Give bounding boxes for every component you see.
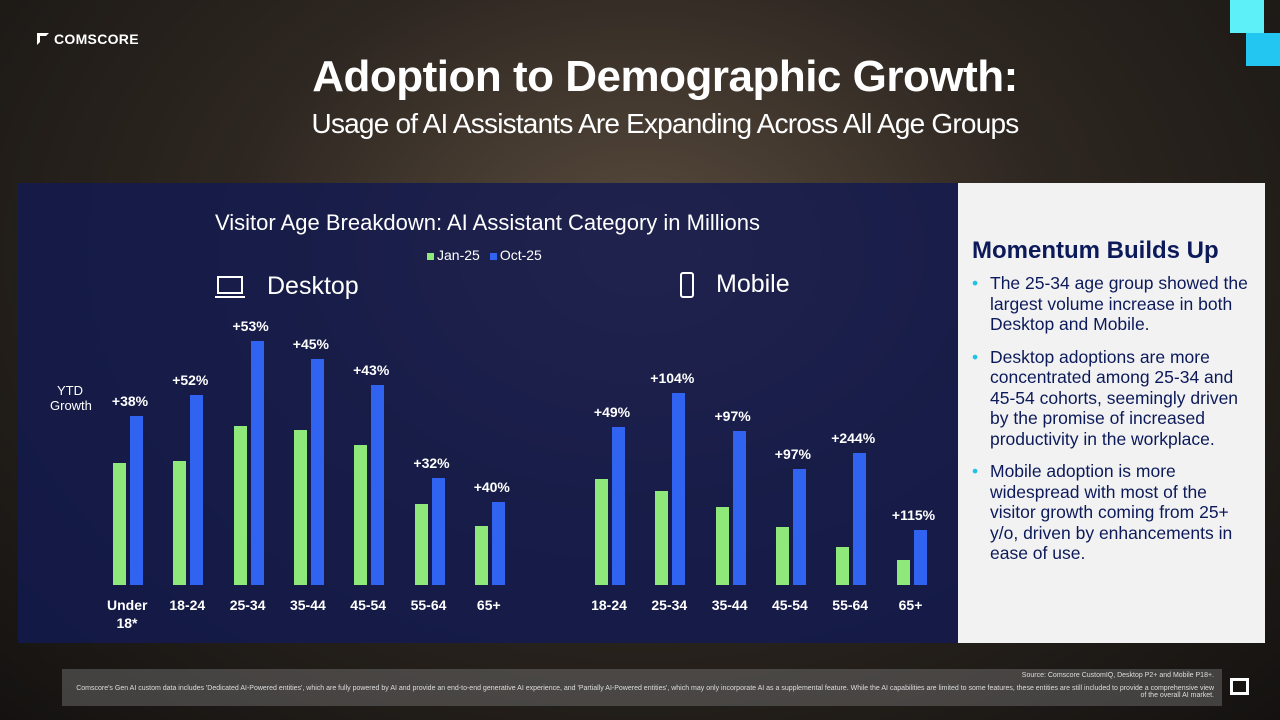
bar-oct-25-65+	[491, 502, 505, 585]
growth-label: +32%	[413, 455, 450, 471]
growth-label: +40%	[473, 479, 510, 495]
bar-jan-25-35-44	[715, 507, 729, 585]
bar-jan-25-Under 18*	[113, 463, 126, 585]
chart-title: Visitor Age Breakdown: AI Assistant Cate…	[215, 210, 760, 235]
growth-label: +97%	[714, 408, 751, 424]
growth-label: +115%	[891, 507, 936, 523]
growth-label: +53%	[232, 318, 269, 334]
category-label: 25-34	[651, 597, 688, 613]
logo-mark-icon	[37, 33, 49, 45]
bar-jan-25-25-34	[233, 426, 247, 585]
footer: Source: Comscore CustomIQ, Desktop P2+ a…	[62, 669, 1222, 706]
bar-jan-25-25-34	[655, 491, 669, 585]
bar-jan-25-18-24	[173, 461, 187, 585]
category-label: 45-54	[771, 597, 808, 613]
bar-jan-25-65+	[474, 526, 488, 585]
bar-oct-25-18-24	[612, 427, 625, 585]
growth-label: +49%	[593, 404, 631, 420]
legend-jan: Jan-25	[427, 247, 480, 263]
mobile-header: Mobile	[680, 270, 790, 299]
category-label: 65+	[476, 597, 501, 613]
growth-label: +104%	[650, 370, 695, 386]
bar-jan-25-35-44	[293, 430, 307, 585]
bar-oct-25-25-34	[672, 393, 686, 585]
category-label: 55-64	[832, 597, 869, 613]
bar-oct-25-65+	[913, 530, 927, 585]
bar-oct-25-Under 18*	[130, 416, 143, 585]
bar-jan-25-45-54	[775, 527, 789, 585]
insight-bullet: The 25-34 age group showed the largest v…	[972, 273, 1251, 335]
y-axis-label: YTD Growth	[50, 383, 92, 413]
brand-name: COMSCORE	[54, 31, 139, 47]
category-label: 18-24	[169, 597, 206, 613]
corner-square-icon	[1230, 678, 1249, 695]
bar-jan-25-65+	[896, 560, 910, 585]
bar-jan-25-18-24	[595, 479, 608, 585]
insight-bullet: Mobile adoption is more widespread with …	[972, 461, 1251, 564]
growth-label: +52%	[172, 372, 209, 388]
category-label: 35-44	[711, 597, 748, 613]
source-note: Source: Comscore CustomIQ, Desktop P2+ a…	[1021, 672, 1214, 679]
bar-oct-25-55-64	[431, 478, 445, 585]
bar-oct-25-55-64	[853, 453, 867, 585]
category-label: Under 18*	[107, 597, 148, 631]
insights-heading: Momentum Builds Up	[972, 237, 1219, 264]
category-label: 18-24	[591, 597, 627, 613]
legend-oct: Oct-25	[489, 247, 542, 263]
phone-icon	[680, 271, 694, 298]
bar-jan-25-55-64	[414, 504, 428, 585]
growth-label: +45%	[292, 336, 329, 352]
desktop-header: Desktop	[215, 272, 359, 301]
disclaimer: Comscore's Gen AI custom data includes '…	[76, 685, 1214, 699]
category-label: 65+	[898, 597, 923, 613]
bar-oct-25-35-44	[310, 359, 324, 585]
category-label: 55-64	[410, 597, 447, 613]
bar-jan-25-45-54	[354, 445, 368, 585]
bar-jan-25-55-64	[836, 547, 850, 585]
bar-oct-25-25-34	[250, 341, 264, 585]
category-label: 45-54	[350, 597, 387, 613]
insight-bullet: Desktop adoptions are more concentrated …	[972, 347, 1251, 450]
comscore-logo: COMSCORE	[37, 31, 139, 47]
bar-oct-25-18-24	[190, 395, 204, 585]
bar-oct-25-35-44	[732, 431, 746, 585]
category-label: 35-44	[289, 597, 326, 613]
insights-panel: Momentum Builds Up The 25-34 age group s…	[958, 183, 1265, 643]
category-label: 25-34	[229, 597, 266, 613]
legend: Jan-25 Oct-25	[427, 247, 542, 263]
growth-label: +38%	[111, 393, 149, 409]
bar-oct-25-45-54	[371, 385, 385, 585]
bar-oct-25-45-54	[792, 469, 806, 585]
page-subtitle: Usage of AI Assistants Are Expanding Acr…	[311, 108, 1020, 139]
growth-label: +43%	[353, 362, 390, 378]
growth-label: +244%	[831, 430, 876, 446]
laptop-icon	[215, 275, 245, 298]
page-title: Adoption to Demographic Growth:	[312, 52, 1018, 101]
growth-label: +97%	[774, 446, 811, 462]
